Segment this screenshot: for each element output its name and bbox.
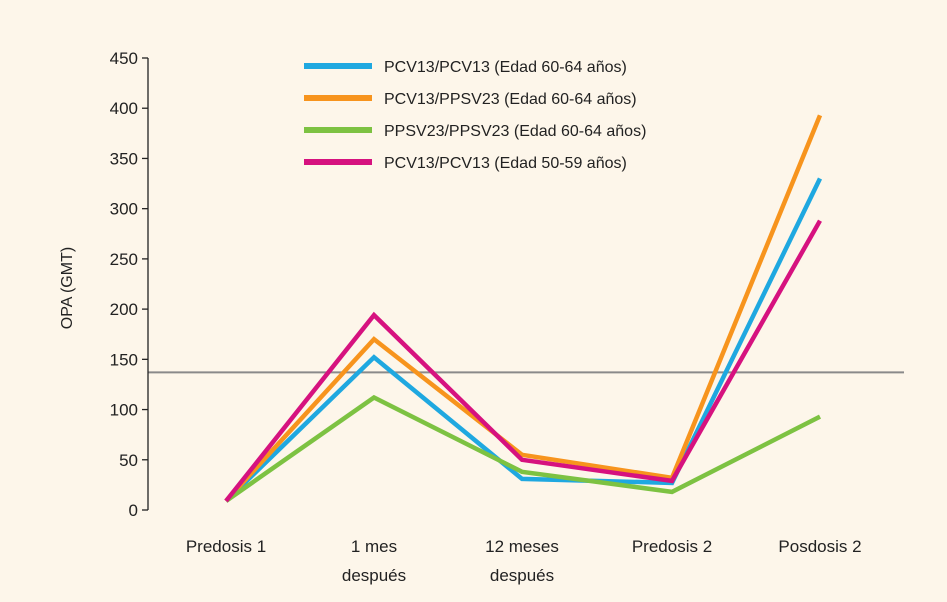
legend-label: PPSV23/PPSV23 (Edad 60-64 años) [384,123,646,140]
y-axis-label: OPA (GMT) [59,247,76,329]
y-tick-label: 200 [110,300,138,319]
series-line-3 [224,394,822,503]
series-line-4 [224,219,822,503]
x-axis-labels: Predosis 1 1 mes después 12 meses después Pre… [186,537,862,585]
x-category-label: Predosis 1 [186,537,266,556]
y-tick-label: 100 [110,401,138,420]
legend-label: PCV13/PCV13 (Edad 50-59 años) [384,155,627,172]
x-category-label: 12 meses [485,537,559,556]
series-line-1 [224,177,823,503]
legend-label: PCV13/PCV13 (Edad 60-64 años) [384,59,627,76]
y-axis: 0 50 100 150 200 250 300 350 400 450 [110,49,149,520]
x-category-label: después [342,566,406,585]
y-tick-label: 300 [110,200,138,219]
x-category-label: después [490,566,554,585]
y-tick-label: 50 [119,451,138,470]
series-line-2 [224,114,823,503]
y-tick-label: 350 [110,149,138,168]
x-category-label: Posdosis 2 [778,537,861,556]
y-tick-label: 400 [110,99,138,118]
legend: PCV13/PCV13 (Edad 60-64 años) PCV13/PPSV2… [304,59,646,172]
x-category-label: 1 mes [351,537,397,556]
y-tick-label: 450 [110,49,138,68]
series-layer [224,114,823,503]
y-tick-label: 250 [110,250,138,269]
y-tick-label: 150 [110,350,138,369]
x-category-label: Predosis 2 [632,537,712,556]
legend-label: PCV13/PPSV23 (Edad 60-64 años) [384,91,637,108]
y-tick-label: 0 [129,501,138,520]
